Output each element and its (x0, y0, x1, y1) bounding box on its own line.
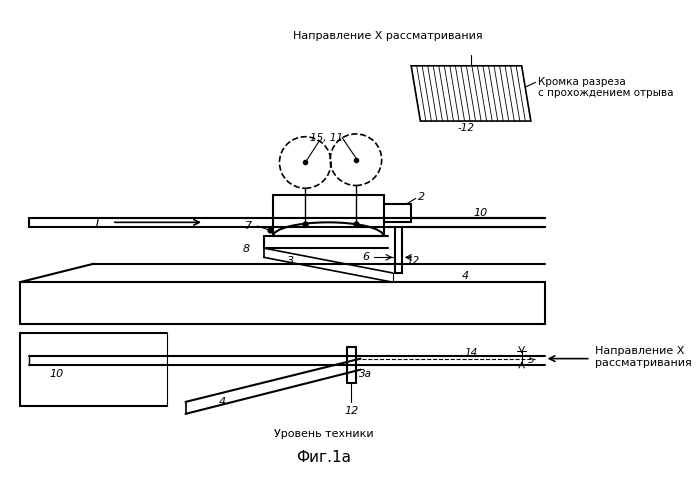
Text: 3a: 3a (358, 369, 372, 379)
Text: 4: 4 (462, 271, 469, 281)
Text: Уровень техники: Уровень техники (274, 429, 374, 439)
Text: 15, 11.: 15, 11. (310, 133, 346, 143)
Text: 6: 6 (363, 252, 370, 262)
Text: Кромка разреза: Кромка разреза (538, 77, 626, 87)
Text: рассматривания: рассматривания (595, 358, 692, 368)
Text: 4: 4 (219, 397, 226, 407)
Text: 12: 12 (344, 406, 358, 416)
Text: 3: 3 (287, 256, 294, 266)
Text: 10: 10 (473, 208, 487, 218)
Text: Фиг.1а: Фиг.1а (296, 450, 351, 465)
Polygon shape (411, 66, 531, 121)
Text: -12: -12 (458, 123, 475, 133)
Text: Направление X рассматривания: Направление X рассматривания (293, 31, 483, 41)
Text: T: T (93, 216, 101, 229)
Text: 5: 5 (528, 355, 535, 365)
Text: 14: 14 (464, 348, 477, 358)
Text: Направление X: Направление X (595, 346, 685, 356)
Text: 2: 2 (418, 193, 425, 203)
Text: 7: 7 (245, 221, 252, 231)
Text: 12: 12 (407, 256, 420, 266)
Text: 10: 10 (50, 369, 64, 379)
Text: 8: 8 (243, 244, 250, 254)
Text: с прохождением отрыва: с прохождением отрыва (538, 88, 673, 98)
